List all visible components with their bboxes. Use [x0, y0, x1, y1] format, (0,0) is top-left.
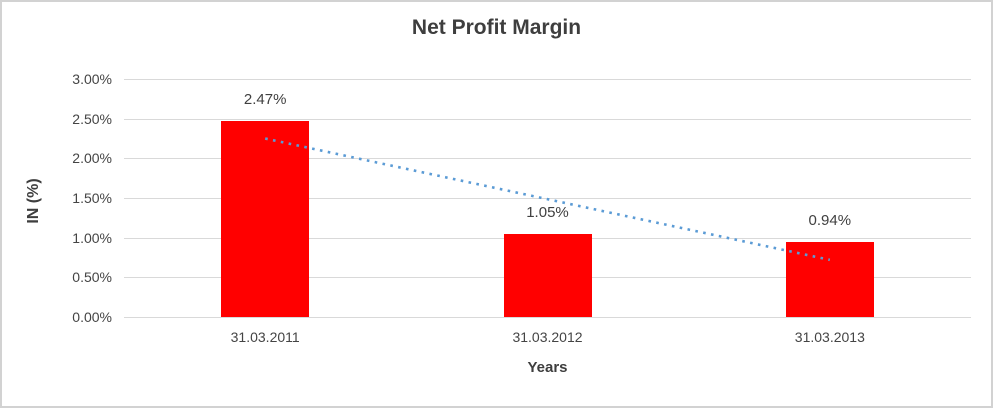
x-tick-label: 31.03.2013 [794, 329, 865, 345]
bar-31.03.2011 [221, 121, 310, 317]
y-tick-label: 1.50% [72, 190, 112, 206]
bar-31.03.2013 [785, 242, 874, 317]
chart-title: Net Profit Margin [411, 16, 582, 39]
data-label: 0.94% [808, 212, 852, 230]
gridline [124, 118, 971, 120]
x-tick-label: 31.03.2012 [512, 329, 583, 345]
y-tick-label: 3.00% [72, 71, 112, 87]
gridline [124, 317, 971, 318]
y-tick-label: 2.50% [72, 110, 112, 127]
x-tick-label: 31.03.2011 [230, 329, 300, 345]
x-axis-title: Years [527, 359, 568, 376]
data-label: 2.47% [243, 91, 287, 109]
y-tick-label: 0.50% [72, 269, 112, 286]
y-axis-title: IN (%) [25, 178, 42, 224]
y-tick-label: 0.00% [72, 309, 112, 325]
y-tick-label: 1.00% [72, 229, 112, 246]
data-label: 1.05% [526, 203, 569, 221]
gridline [124, 79, 971, 80]
y-tick-label: 2.00% [72, 150, 112, 167]
bar-31.03.2012 [503, 233, 592, 317]
